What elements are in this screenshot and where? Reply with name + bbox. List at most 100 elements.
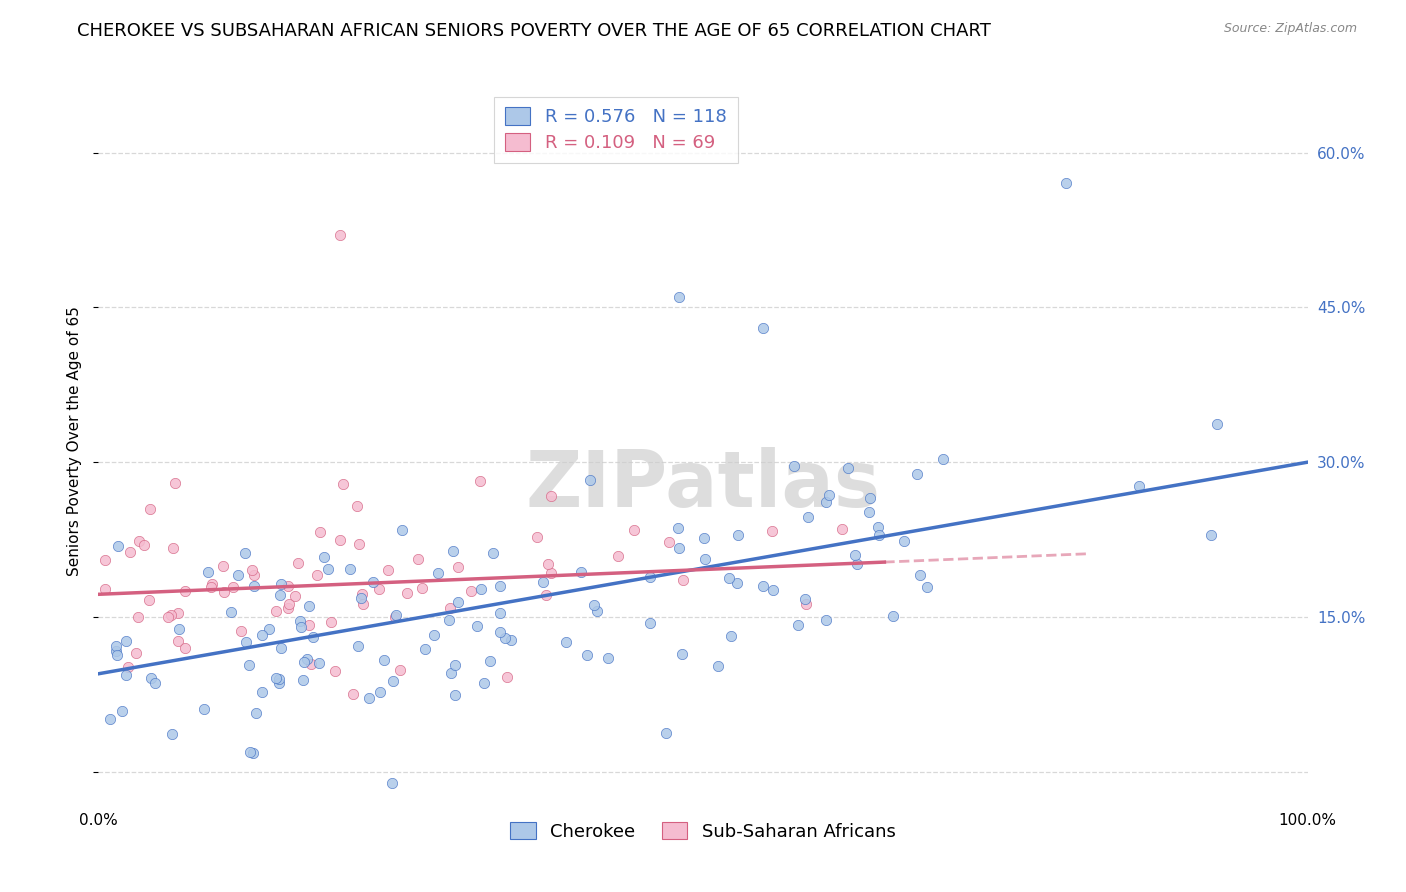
Point [534, 588, 557, 602]
Point [307, 568, 329, 582]
Point [162, 541, 184, 555]
Point [288, 614, 311, 628]
Point [269, 588, 291, 602]
Point [104, 639, 127, 653]
Point [468, 474, 491, 488]
Point [114, 633, 136, 648]
Point [413, 641, 436, 656]
Point [752, 579, 775, 593]
Point [482, 546, 505, 560]
Point [127, 609, 149, 624]
Point [277, 600, 299, 615]
Point [277, 579, 299, 593]
Point [423, 627, 446, 641]
Point [349, 537, 371, 551]
Point [381, 776, 404, 790]
Point [761, 582, 783, 597]
Point [301, 630, 323, 644]
Point [132, 537, 155, 551]
Point [163, 476, 186, 491]
Point [576, 648, 599, 663]
Point [761, 524, 783, 538]
Point [640, 570, 662, 584]
Point [395, 585, 418, 599]
Point [786, 618, 808, 632]
Point [385, 607, 408, 622]
Point [277, 597, 299, 611]
Point [540, 566, 562, 580]
Point [166, 633, 188, 648]
Point [725, 575, 748, 590]
Point [329, 228, 352, 243]
Point [844, 548, 866, 562]
Point [308, 525, 330, 540]
Point [238, 657, 260, 672]
Point [794, 597, 817, 611]
Point [488, 579, 510, 593]
Point [292, 673, 315, 688]
Point [250, 628, 273, 642]
Point [537, 557, 560, 571]
Point [290, 620, 312, 634]
Point [793, 591, 815, 606]
Point [242, 746, 264, 760]
Point [94, 582, 117, 596]
Point [406, 551, 429, 566]
Point [120, 545, 142, 559]
Point [837, 460, 859, 475]
Point [695, 552, 717, 566]
Text: Source: ZipAtlas.com: Source: ZipAtlas.com [1223, 22, 1357, 36]
Point [654, 726, 676, 740]
Point [193, 702, 215, 716]
Point [250, 685, 273, 699]
Point [197, 566, 219, 580]
Point [350, 591, 373, 605]
Point [668, 290, 690, 304]
Point [233, 546, 256, 560]
Point [818, 487, 841, 501]
Point [143, 676, 166, 690]
Point [882, 608, 904, 623]
Point [444, 657, 467, 672]
Point [814, 495, 837, 509]
Point [270, 640, 292, 655]
Point [346, 499, 368, 513]
Point [638, 615, 661, 630]
Point [105, 644, 128, 658]
Point [347, 639, 370, 653]
Point [359, 690, 381, 705]
Point [1199, 528, 1222, 542]
Point [342, 687, 364, 701]
Point [831, 522, 853, 536]
Point [352, 586, 374, 600]
Point [479, 654, 502, 668]
Text: CHEROKEE VS SUBSAHARAN AFRICAN SENIORS POVERTY OVER THE AGE OF 65 CORRELATION CH: CHEROKEE VS SUBSAHARAN AFRICAN SENIORS P… [77, 22, 991, 40]
Point [200, 580, 222, 594]
Point [259, 623, 281, 637]
Point [623, 524, 645, 538]
Point [287, 556, 309, 570]
Point [377, 564, 399, 578]
Point [668, 541, 690, 556]
Point [212, 558, 235, 573]
Point [243, 567, 266, 582]
Point [441, 544, 464, 558]
Point [437, 613, 460, 627]
Point [240, 563, 263, 577]
Point [585, 604, 607, 618]
Point [932, 451, 955, 466]
Point [266, 671, 288, 685]
Point [269, 676, 291, 690]
Point [212, 585, 235, 599]
Point [866, 520, 889, 534]
Point [555, 634, 578, 648]
Point [329, 533, 352, 548]
Point [125, 646, 148, 660]
Point [447, 595, 470, 609]
Point [1054, 177, 1077, 191]
Point [859, 491, 882, 505]
Point [107, 540, 129, 554]
Point [270, 577, 292, 591]
Point [496, 670, 519, 684]
Point [308, 656, 330, 670]
